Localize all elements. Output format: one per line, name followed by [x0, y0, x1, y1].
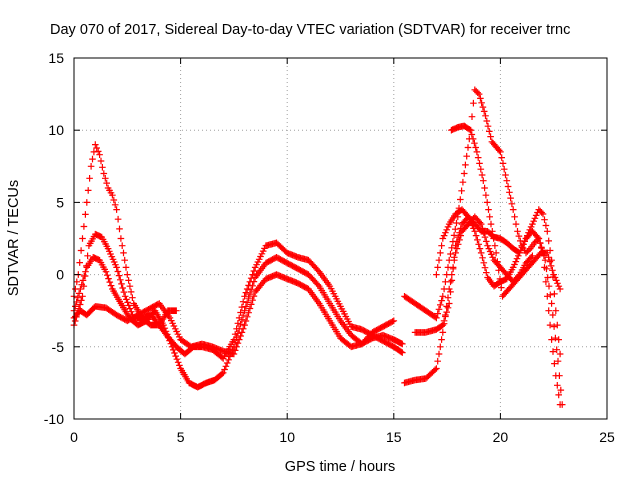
y-axis-label: SDTVAR / TECUs — [6, 180, 22, 296]
plus-markers — [433, 206, 566, 408]
x-tick-label: 5 — [177, 429, 185, 445]
series-trace-7 — [401, 213, 536, 387]
x-axis-label: GPS time / hours — [285, 459, 395, 475]
chart-title: Day 070 of 2017, Sidereal Day-to-day VTE… — [50, 22, 570, 38]
plot-frame — [73, 57, 608, 420]
y-tick-label: 10 — [48, 122, 64, 138]
y-tick-label: -10 — [44, 411, 64, 427]
series-trace-6 — [411, 206, 564, 358]
x-tick-label: 0 — [70, 429, 78, 445]
data-series — [70, 86, 566, 408]
plus-markers — [411, 206, 564, 358]
y-tick-label: 0 — [56, 267, 64, 283]
x-tick-label: 25 — [599, 429, 615, 445]
axes: 0 5 10 15 20 25 -10 -5 0 5 10 15 — [44, 50, 615, 445]
x-tick-label: 20 — [493, 429, 509, 445]
x-tick-label: 10 — [279, 429, 295, 445]
x-tick-label: 15 — [386, 429, 402, 445]
y-tick-label: 5 — [56, 194, 64, 210]
series-trace-9 — [433, 206, 566, 408]
series-trace-4 — [70, 141, 180, 329]
y-tick-label: 15 — [48, 50, 64, 66]
y-tick-label: -5 — [52, 339, 65, 355]
plus-markers — [401, 213, 536, 387]
plus-markers — [70, 141, 180, 329]
